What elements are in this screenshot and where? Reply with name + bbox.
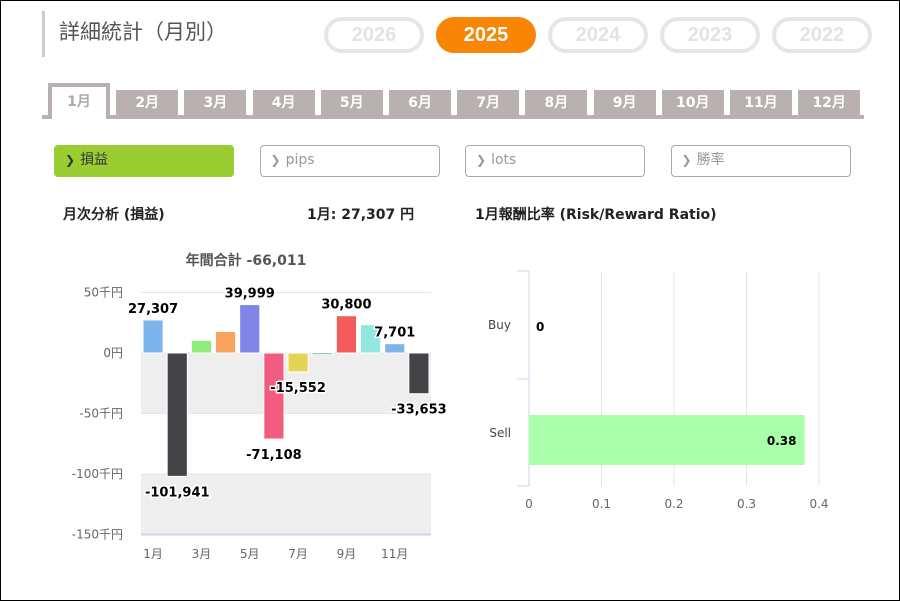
bar-7月 (287, 352, 309, 373)
tab-month-3[interactable]: 3月 (184, 90, 247, 116)
data-label: -33,653 (391, 403, 447, 418)
tab-month-6[interactable]: 6月 (389, 90, 451, 116)
y-tick-label: -100千円 (72, 467, 123, 481)
tab-month-11[interactable]: 11月 (730, 90, 792, 116)
month-tabs: 1月 2月 3月 4月 5月 6月 7月 8月 9月 10月 11月 12月 (42, 83, 864, 119)
filter-button-0[interactable]: ❯ 損益 (54, 145, 234, 177)
plot-band (141, 353, 431, 414)
bar-8月 (311, 352, 333, 356)
chevron-right-icon: ❯ (65, 153, 76, 167)
bar-6月 (263, 352, 285, 440)
data-label: 0 (536, 320, 544, 334)
bar-Sell (529, 415, 805, 465)
data-label: 0.38 (767, 434, 797, 448)
chart-title: 年間合計 -66,011 (186, 252, 307, 269)
chevron-right-icon: ❯ (681, 153, 692, 167)
x-tick-label: 1月 (143, 547, 163, 561)
tab-month-1[interactable]: 1月 (48, 83, 110, 119)
x-tick-label: 0.3 (737, 497, 756, 511)
month-summary: 1月: 27,307 円 (307, 207, 415, 223)
bar-10月 (360, 324, 382, 354)
filter-button-2[interactable]: ❯ lots (465, 145, 645, 177)
y-tick-label: 0円 (103, 346, 123, 360)
x-tick-label: 5月 (240, 547, 260, 561)
filter-label: lots (491, 152, 517, 168)
year-selector: 2026 2025 2024 2023 2022 (324, 17, 872, 53)
bar-12月 (408, 352, 430, 395)
bar-5月 (239, 304, 261, 354)
year-button-2023[interactable]: 2023 (660, 17, 760, 53)
filter-button-1[interactable]: ❯ pips (259, 145, 440, 177)
x-tick-label: 9月 (337, 547, 357, 561)
x-tick-label: 3月 (192, 547, 212, 561)
tab-month-10[interactable]: 10月 (661, 90, 724, 116)
x-tick-label: 0 (525, 497, 533, 511)
data-label: 7,701 (374, 326, 415, 341)
x-tick-label: 0.2 (664, 497, 683, 511)
bar-9月 (335, 315, 358, 354)
tab-month-5[interactable]: 5月 (320, 90, 383, 116)
year-button-2022[interactable]: 2022 (772, 17, 872, 53)
tab-month-7[interactable]: 7月 (457, 90, 520, 116)
bar-4月 (215, 330, 237, 354)
data-label: 39,999 (225, 287, 275, 302)
x-tick-label: 0.1 (592, 497, 611, 511)
plot-band (141, 474, 431, 535)
x-tick-label: 11月 (381, 547, 408, 561)
tab-month-2[interactable]: 2月 (116, 90, 179, 116)
data-label: -101,941 (145, 485, 210, 500)
tab-month-12[interactable]: 12月 (798, 90, 861, 116)
data-label: 30,800 (321, 298, 371, 313)
filter-label: 勝率 (696, 152, 725, 168)
x-tick-label: 0.4 (809, 497, 828, 511)
chevron-right-icon: ❯ (270, 153, 281, 167)
y-tick-label: Sell (489, 426, 511, 440)
tab-month-8[interactable]: 8月 (525, 90, 588, 116)
page-title: 詳細統計（月別） (42, 11, 227, 57)
y-tick-label: Buy (488, 318, 511, 332)
chevron-right-icon: ❯ (476, 153, 487, 167)
year-button-2026[interactable]: 2026 (324, 17, 424, 53)
filter-label: 損益 (80, 152, 109, 168)
monthly-analysis-heading: 月次分析 (損益) (63, 207, 165, 223)
y-tick-label: -150千円 (72, 528, 123, 542)
data-label: -15,552 (270, 381, 326, 396)
filter-button-3[interactable]: ❯ 勝率 (670, 145, 851, 177)
bar-3月 (190, 339, 212, 354)
y-tick-label: -50千円 (79, 407, 123, 421)
year-button-2025[interactable]: 2025 (436, 17, 536, 53)
data-label: 27,307 (128, 302, 178, 317)
x-tick-label: 7月 (288, 547, 308, 561)
bar-2月 (166, 352, 188, 477)
bar-11月 (384, 343, 406, 354)
year-button-2024[interactable]: 2024 (548, 17, 648, 53)
y-tick-label: 50千円 (84, 286, 123, 300)
data-label: -71,108 (246, 448, 302, 463)
filter-label: pips (285, 152, 315, 168)
tab-month-9[interactable]: 9月 (593, 90, 656, 116)
tab-month-4[interactable]: 4月 (252, 90, 315, 116)
rr-heading: 1月報酬比率 (Risk/Reward Ratio) (475, 207, 717, 223)
bar-1月 (142, 319, 164, 354)
